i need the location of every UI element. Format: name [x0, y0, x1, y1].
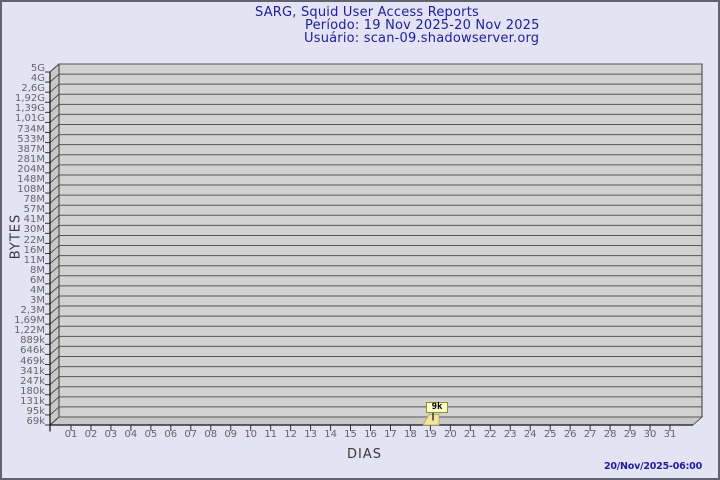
y-tick-label: 4M	[30, 284, 45, 296]
x-tick-label: 09	[224, 429, 238, 440]
y-tick-label: 533M	[17, 133, 45, 145]
x-tick-label: 23	[503, 429, 517, 440]
x-tick-label: 02	[84, 429, 98, 440]
y-tick-label: 108M	[17, 184, 45, 195]
y-tick-label: 889k	[20, 335, 45, 347]
y-tick-label: 1,22M	[14, 325, 45, 337]
x-axis-title: DIAS	[347, 447, 382, 462]
chart-title: SARG, Squid User Access Reports	[255, 5, 479, 20]
y-tick-label: 41M	[23, 214, 45, 226]
x-tick-label: 12	[284, 429, 297, 440]
x-tick-label: 15	[344, 429, 357, 440]
bar-value-callout: 9k	[426, 402, 448, 413]
y-tick-label: 11M	[23, 254, 45, 266]
y-tick-label: 204M	[17, 163, 45, 175]
x-tick-label: 24	[523, 429, 537, 440]
x-tick-label: 06	[164, 429, 178, 440]
x-tick-label: 19	[424, 429, 437, 440]
x-tick-label: 25	[543, 429, 557, 440]
x-tick-label: 03	[104, 429, 118, 440]
y-tick-label: 1,92G	[14, 93, 45, 105]
y-tick-label: 180k	[20, 385, 45, 397]
chart-user: Usuário: scan-09.shadowserver.org	[304, 31, 540, 46]
x-tick-label: 07	[184, 429, 198, 440]
y-tick-label: 22M	[23, 234, 45, 246]
chart-period: Período: 19 Nov 2025-20 Nov 2025	[305, 18, 540, 33]
x-tick-label: 16	[364, 429, 377, 440]
y-tick-label: 3M	[30, 295, 45, 306]
y-tick-label: 341k	[20, 365, 45, 377]
x-tick-label: 26	[563, 429, 577, 440]
x-tick-label: 08	[204, 429, 218, 440]
x-tick-label: 27	[583, 429, 597, 440]
x-tick-label: 20	[444, 429, 457, 440]
y-tick-label: 148M	[17, 173, 45, 185]
y-tick-label: 2,6G	[21, 83, 45, 95]
y-tick-label: 95k	[26, 405, 45, 417]
y-tick-label: 57M	[23, 204, 45, 216]
x-tick-label: 28	[603, 429, 617, 440]
x-tick-label: 18	[404, 429, 417, 440]
x-tick-label: 05	[144, 429, 158, 440]
y-tick-label: 16M	[23, 244, 45, 256]
x-tick-label: 31	[663, 429, 677, 440]
y-tick-label: 281M	[17, 153, 45, 165]
x-tick-label: 14	[324, 429, 337, 440]
y-tick-label: 734M	[17, 123, 45, 135]
x-tick-label: 17	[384, 429, 397, 440]
y-axis-title: BYTES	[8, 213, 24, 260]
x-tick-label: 29	[623, 429, 637, 440]
x-tick-label: 30	[643, 429, 657, 440]
y-tick-label: 131k	[20, 395, 45, 407]
x-tick-label: 22	[483, 429, 497, 440]
y-tick-label: 8M	[30, 264, 45, 276]
x-tick-label: 11	[264, 429, 278, 440]
y-tick-label: 469k	[20, 355, 45, 367]
y-tick-label: 646k	[20, 345, 45, 357]
y-tick-label: 2,3M	[20, 305, 45, 317]
generated-timestamp: 20/Nov/2025-06:00	[603, 461, 702, 472]
y-tick-label: 247k	[20, 375, 45, 387]
y-tick-label: 78M	[23, 194, 45, 206]
x-tick-label: 21	[463, 429, 477, 440]
x-tick-label: 01	[64, 429, 78, 440]
y-tick-label: 1,69M	[14, 315, 45, 327]
y-tick-label: 1,01G	[14, 113, 45, 125]
y-tick-label: 387M	[17, 143, 45, 155]
x-tick-label: 13	[304, 429, 317, 440]
y-tick-label: 69k	[26, 416, 45, 427]
y-tick-label: 5G	[30, 63, 45, 74]
y-tick-label: 6M	[30, 274, 45, 286]
y-tick-label: 4G	[30, 73, 45, 85]
y-tick-label: 30M	[23, 224, 45, 236]
x-tick-label: 10	[244, 429, 258, 440]
x-tick-label: 04	[124, 429, 138, 440]
y-tick-label: 1,39G	[14, 103, 45, 115]
